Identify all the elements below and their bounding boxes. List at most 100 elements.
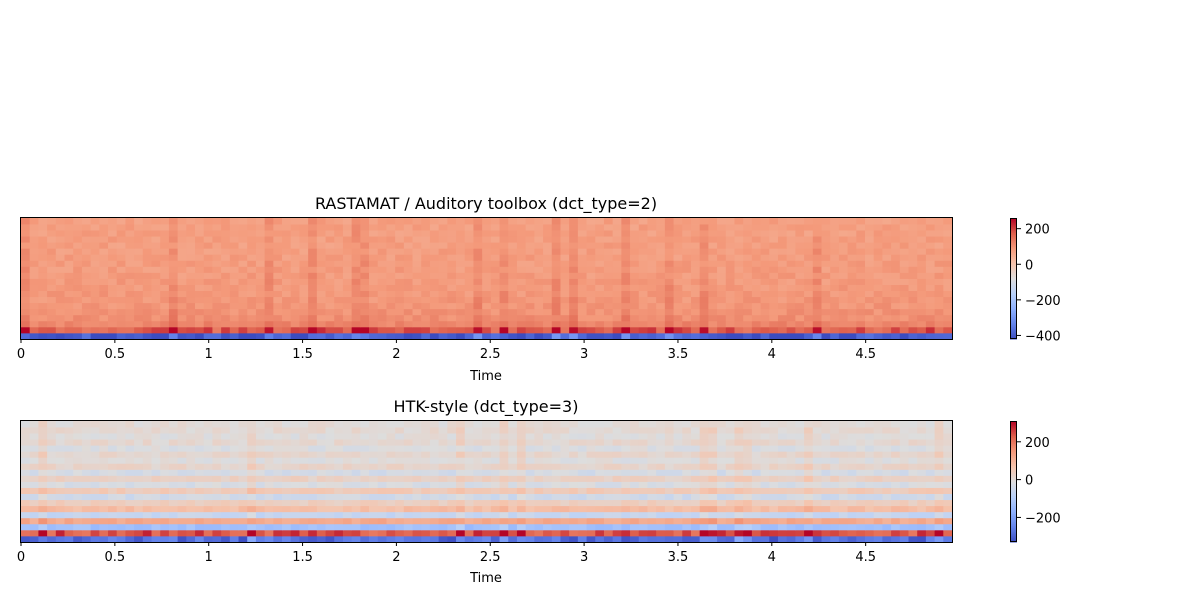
heatmap-cell: [664, 457, 674, 464]
heatmap-cell: [212, 463, 222, 470]
heatmap-cell: [308, 296, 318, 304]
heatmap-cell: [168, 421, 179, 428]
heatmap-cell: [856, 320, 866, 328]
heatmap-cell: [508, 332, 518, 340]
heatmap-cell: [195, 314, 205, 322]
heatmap-cell: [221, 457, 231, 464]
heatmap-cell: [760, 242, 770, 249]
heatmap-cell: [777, 451, 788, 458]
heatmap-cell: [438, 505, 448, 513]
heatmap-cell: [690, 272, 701, 279]
heatmap-cell: [943, 308, 953, 316]
heatmap-cell: [438, 469, 448, 476]
heatmap-cell: [47, 278, 57, 285]
heatmap-cell: [873, 451, 883, 458]
heatmap-cell: [499, 457, 509, 464]
heatmap-cell: [838, 451, 848, 458]
heatmap-cell: [847, 314, 857, 322]
heatmap-cell: [656, 439, 666, 446]
heatmap-cell: [638, 248, 648, 255]
heatmap-cell: [569, 236, 579, 243]
heatmap-cell: [151, 272, 161, 279]
heatmap-cell: [151, 475, 161, 482]
heatmap-cell: [99, 308, 109, 316]
heatmap-cell: [73, 475, 83, 482]
heatmap-cell: [499, 290, 509, 298]
heatmap-cell: [543, 278, 553, 285]
heatmap-cell: [934, 535, 944, 543]
heatmap-cell: [325, 308, 335, 316]
heatmap-cell: [864, 242, 875, 249]
heatmap-cell: [717, 499, 727, 507]
heatmap-cell: [630, 529, 640, 537]
heatmap-cell: [699, 463, 709, 470]
heatmap-cell: [360, 493, 370, 501]
heatmap-cell: [882, 308, 892, 316]
heatmap-cell: [316, 493, 326, 501]
heatmap-cell: [934, 421, 944, 428]
heatmap-cell: [456, 302, 466, 310]
heatmap-cell: [160, 302, 170, 310]
heatmap-cell: [838, 421, 848, 428]
heatmap-cell: [255, 457, 266, 464]
heatmap-cell: [351, 218, 361, 225]
heatmap-cell: [177, 457, 187, 464]
heatmap-cell: [238, 529, 248, 537]
heatmap-cell: [29, 493, 39, 501]
colorbar-gradient-step: [1010, 288, 1017, 292]
heatmap-cell: [786, 433, 796, 440]
heatmap-cell: [882, 487, 892, 494]
heatmap-cell: [438, 302, 448, 310]
heatmap-cell: [499, 451, 509, 458]
heatmap-cell: [638, 266, 648, 273]
heatmap-cell: [647, 242, 657, 249]
heatmap-cell: [464, 433, 474, 440]
heatmap-cell: [560, 326, 570, 334]
heatmap-cell: [621, 278, 631, 285]
heatmap-cell: [621, 248, 631, 255]
heatmap-cell: [273, 457, 283, 464]
heatmap-cell: [525, 505, 535, 513]
heatmap-cell: [525, 517, 535, 525]
heatmap-cell: [429, 511, 440, 519]
heatmap-cell: [99, 451, 109, 458]
heatmap-cell: [177, 302, 187, 310]
heatmap-cell: [195, 511, 205, 519]
heatmap-cell: [438, 314, 448, 322]
heatmap-cell: [534, 463, 544, 470]
colorbar-gradient-step: [1010, 475, 1017, 478]
heatmap-cell: [73, 302, 83, 310]
heatmap-cell: [221, 439, 231, 446]
heatmap-cell: [421, 224, 431, 231]
heatmap-cell: [586, 481, 596, 488]
heatmap-cell: [830, 248, 840, 255]
heatmap-cell: [656, 529, 666, 537]
heatmap-cell: [447, 529, 457, 537]
heatmap-cell: [456, 433, 466, 440]
heatmap-cell: [21, 499, 31, 507]
heatmap-cell: [838, 248, 848, 255]
heatmap-cell: [342, 296, 353, 304]
heatmap-cell: [917, 278, 927, 285]
heatmap-cell: [508, 487, 518, 494]
heatmap-cell: [47, 481, 57, 488]
heatmap-cell: [873, 535, 883, 543]
heatmap-cell: [81, 523, 92, 531]
heatmap-cell: [760, 248, 770, 255]
heatmap-cell: [838, 224, 848, 231]
heatmap-cell: [90, 457, 100, 464]
heatmap-cell: [899, 308, 909, 316]
heatmap-cell: [438, 230, 448, 237]
heatmap-cell: [804, 469, 814, 476]
heatmap-cell: [351, 445, 361, 452]
heatmap-cell: [342, 290, 353, 298]
heatmap-cell: [151, 248, 161, 255]
heatmap-cell: [334, 487, 344, 494]
heatmap-cell: [717, 505, 727, 513]
heatmap-cell: [891, 487, 901, 494]
heatmap-cell: [630, 535, 640, 543]
heatmap-cell: [699, 511, 709, 519]
heatmap-cell: [560, 296, 570, 304]
heatmap-cell: [830, 224, 840, 231]
heatmap-cell: [203, 332, 213, 340]
